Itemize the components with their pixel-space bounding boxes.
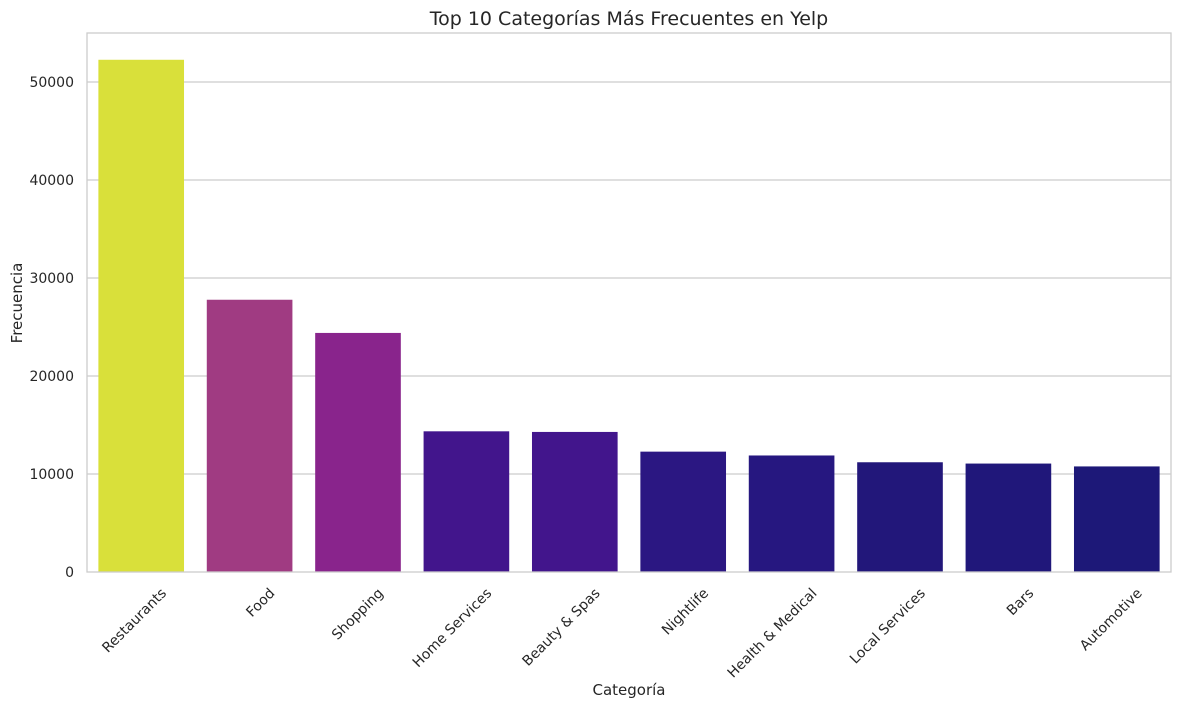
- x-tick-label: Beauty & Spas: [520, 586, 604, 670]
- y-tick-label: 20000: [29, 369, 74, 385]
- chart-title: Top 10 Categorías Más Frecuentes en Yelp: [429, 8, 829, 30]
- y-tick-label: 30000: [29, 271, 74, 287]
- y-tick-label: 50000: [29, 75, 74, 91]
- x-tick-label: Health & Medical: [725, 586, 821, 682]
- bar-home-services: [423, 431, 510, 572]
- plot-frame: [86, 32, 1172, 573]
- x-tick-label: Home Services: [410, 586, 495, 671]
- x-tick-label: Shopping: [329, 586, 387, 644]
- x-axis-label: Categoría: [592, 681, 665, 699]
- bar-automotive: [1073, 466, 1160, 572]
- bar-shopping: [315, 332, 401, 572]
- bar-nightlife: [640, 451, 727, 572]
- bar-local-services: [857, 462, 943, 572]
- bar-beauty-spas: [531, 431, 618, 572]
- x-tick-label: Nightlife: [659, 586, 712, 639]
- bar-restaurants: [98, 59, 185, 572]
- x-tick-label: Bars: [1004, 586, 1037, 619]
- x-tick-label: Restaurants: [99, 586, 170, 657]
- bar-food: [206, 299, 293, 572]
- y-tick-label: 0: [65, 565, 74, 581]
- y-tick-label: 10000: [29, 467, 74, 483]
- bar-bars: [965, 463, 1052, 572]
- bar-health-medical: [748, 455, 835, 572]
- y-tick-label: 40000: [29, 173, 74, 189]
- x-tick-label: Local Services: [847, 586, 929, 668]
- x-tick-label: Automotive: [1077, 586, 1146, 655]
- x-tick-labels: Restaurants Food Shopping Home Services Beau…: [99, 586, 1145, 682]
- bars: [98, 59, 1160, 572]
- y-tick-labels: 0 10000 20000 30000 40000 50000: [29, 75, 74, 581]
- x-tick-label: Food: [243, 586, 278, 621]
- y-axis-label: Frecuencia: [8, 263, 26, 344]
